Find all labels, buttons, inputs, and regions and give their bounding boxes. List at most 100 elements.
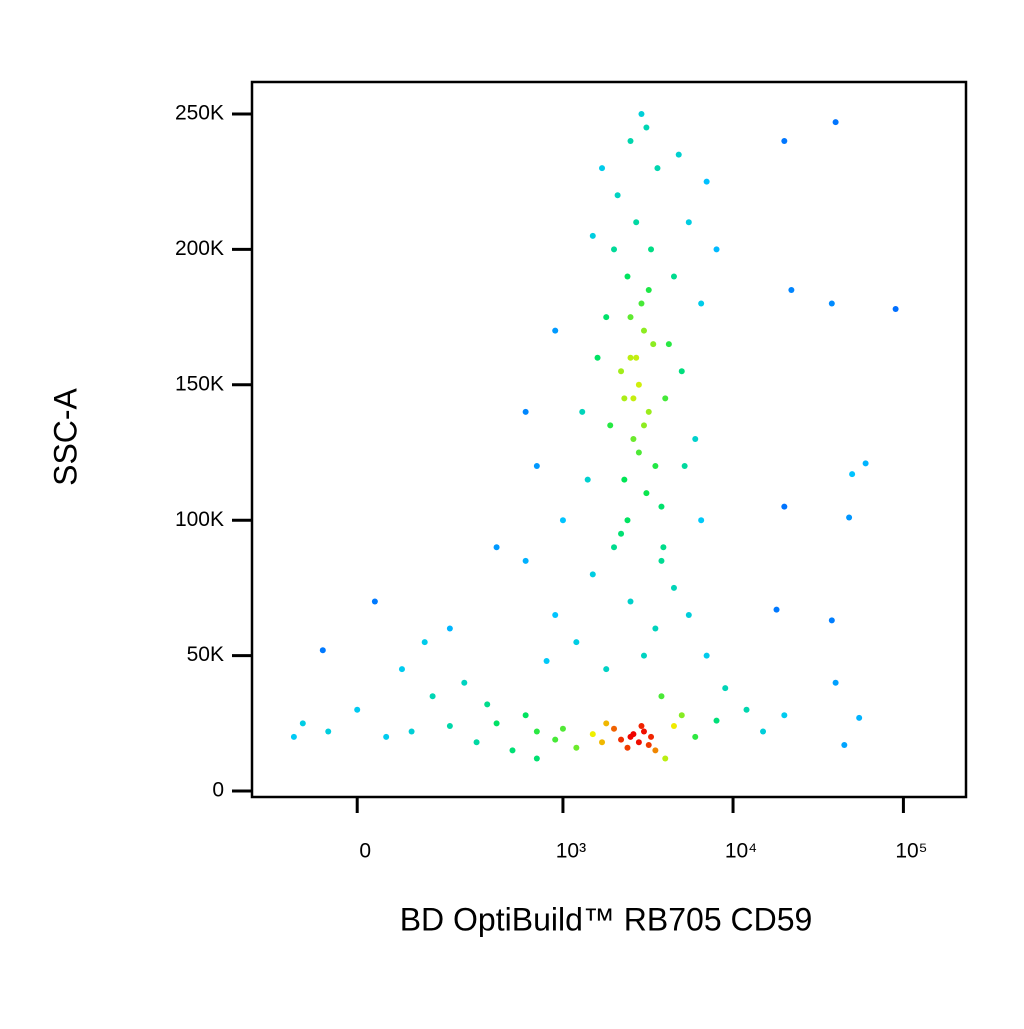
event-dot <box>509 747 516 754</box>
event-dot <box>658 557 665 564</box>
event-dot <box>299 720 306 727</box>
y-tick-label: 250K <box>175 102 224 125</box>
event-dot <box>681 463 688 470</box>
event-dot <box>618 368 625 375</box>
event-dot <box>640 652 647 659</box>
event-dot <box>698 300 705 307</box>
event-dot <box>573 744 580 751</box>
event-dot <box>841 742 848 748</box>
event-dot <box>722 685 729 692</box>
event-dot <box>618 530 625 537</box>
event-dot <box>630 731 637 738</box>
event-dot <box>692 435 699 442</box>
event-dot <box>522 712 529 719</box>
event-dot <box>621 395 628 402</box>
event-dot <box>638 723 645 730</box>
event-dot <box>325 728 332 735</box>
event-dot <box>552 327 559 334</box>
event-dot <box>640 728 647 735</box>
event-dot <box>594 354 601 361</box>
event-dot <box>658 693 665 700</box>
event-dot <box>579 408 586 415</box>
event-dot <box>543 658 550 665</box>
event-dot <box>319 647 326 654</box>
plot-frame <box>250 80 968 799</box>
event-dot <box>627 354 634 361</box>
event-dot <box>421 639 428 646</box>
event-dot <box>603 666 610 673</box>
event-dot <box>371 598 378 605</box>
event-dot <box>665 341 672 348</box>
event-dot <box>624 744 631 751</box>
event-dot <box>635 381 642 388</box>
event-dot <box>638 110 645 117</box>
event-dot <box>743 706 750 713</box>
event-dot <box>662 395 669 402</box>
event-dot <box>892 305 899 312</box>
event-dot <box>599 739 606 746</box>
event-dot <box>611 725 618 732</box>
event-dot <box>678 712 685 719</box>
x-tick-label: 10⁵ <box>895 840 927 863</box>
event-dot <box>635 739 642 746</box>
event-dot <box>670 723 677 730</box>
event-dot <box>640 327 647 334</box>
event-dot <box>635 449 642 456</box>
event-dot <box>832 119 839 126</box>
x-tick-label: 0 <box>359 840 371 863</box>
event-dot <box>678 368 685 375</box>
y-tick-label: 200K <box>175 237 224 260</box>
event-dot <box>589 232 596 239</box>
event-dot <box>648 246 655 253</box>
y-tick-label: 100K <box>175 508 224 531</box>
event-dot <box>633 219 640 226</box>
event-dot <box>627 314 634 321</box>
event-dot <box>849 471 856 478</box>
y-tick-label: 150K <box>175 372 224 395</box>
event-dot <box>398 666 405 673</box>
event-dot <box>832 679 839 686</box>
event-dot <box>698 517 705 524</box>
event-dot <box>559 725 566 732</box>
event-dot <box>522 557 529 564</box>
event-dot <box>685 612 692 618</box>
event-dot <box>650 341 657 348</box>
event-dot <box>652 463 659 470</box>
event-dot <box>652 747 659 754</box>
event-dot <box>627 138 634 145</box>
event-dot <box>408 728 415 735</box>
event-dot <box>658 503 665 510</box>
event-dot <box>670 584 677 591</box>
event-dot <box>446 625 453 632</box>
x-axis-label: BD OptiBuild™ RB705 CD59 <box>400 901 813 937</box>
event-dot <box>603 314 610 321</box>
event-dot <box>856 714 863 721</box>
event-dot <box>429 693 436 700</box>
event-dot <box>685 219 692 226</box>
event-dot <box>290 733 297 740</box>
event-dot <box>781 138 788 145</box>
event-dot <box>584 476 591 483</box>
event-dot <box>670 273 677 280</box>
x-tick-label: 10⁴ <box>725 840 757 863</box>
event-dot <box>522 408 529 415</box>
event-dot <box>692 733 699 740</box>
event-dot <box>781 503 788 510</box>
event-dot <box>493 544 500 551</box>
event-dot <box>589 731 596 738</box>
event-dot <box>611 246 618 253</box>
event-dot <box>862 460 869 467</box>
event-dot <box>624 273 631 280</box>
event-dot <box>828 300 835 307</box>
event-dot <box>383 733 390 740</box>
event-dot <box>533 728 540 735</box>
event-dot <box>654 165 661 172</box>
y-tick-label: 0 <box>212 779 224 802</box>
event-dot <box>618 736 625 743</box>
event-dot <box>760 728 767 735</box>
event-dot <box>573 639 580 646</box>
event-dot <box>703 652 710 659</box>
event-dot <box>675 151 682 158</box>
y-tick-label: 50K <box>187 643 224 666</box>
event-dot <box>446 723 453 730</box>
